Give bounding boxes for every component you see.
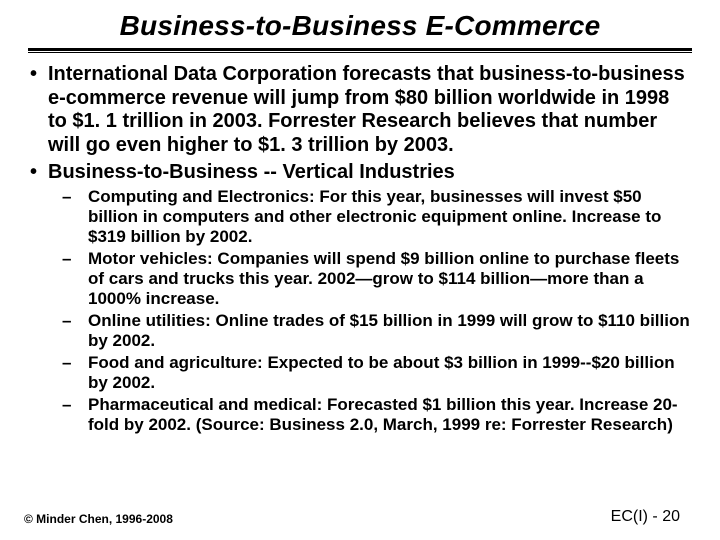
footer-copyright: © Minder Chen, 1996-2008 xyxy=(24,512,173,526)
footer-page-number: EC(I) - 20 xyxy=(611,508,680,526)
sub-bullet-item: Computing and Electronics: For this year… xyxy=(88,187,692,247)
sub-bullet-text: Computing and Electronics: For this year… xyxy=(88,187,661,246)
sub-bullet-item: Online utilities: Online trades of $15 b… xyxy=(88,311,692,351)
bullet-list: International Data Corporation forecasts… xyxy=(28,63,692,436)
bullet-item: Business-to-Business -- Vertical Industr… xyxy=(48,161,692,435)
sub-bullet-text: Food and agriculture: Expected to be abo… xyxy=(88,353,675,392)
sub-bullet-item: Food and agriculture: Expected to be abo… xyxy=(88,353,692,393)
sub-bullet-item: Pharmaceutical and medical: Forecasted $… xyxy=(88,395,692,435)
slide-title: Business-to-Business E-Commerce xyxy=(28,10,692,42)
bullet-text: Business-to-Business -- Vertical Industr… xyxy=(48,161,455,183)
slide: Business-to-Business E-Commerce Internat… xyxy=(0,0,720,540)
bullet-item: International Data Corporation forecasts… xyxy=(48,63,692,157)
sub-bullet-item: Motor vehicles: Companies will spend $9 … xyxy=(88,249,692,309)
sub-bullet-text: Online utilities: Online trades of $15 b… xyxy=(88,311,690,350)
title-underline xyxy=(28,48,692,53)
underline-thin xyxy=(28,52,692,53)
underline-thick xyxy=(28,48,692,51)
sub-bullet-text: Motor vehicles: Companies will spend $9 … xyxy=(88,249,679,308)
bullet-text: International Data Corporation forecasts… xyxy=(48,63,685,156)
sub-bullet-text: Pharmaceutical and medical: Forecasted $… xyxy=(88,395,678,434)
sub-bullet-list: Computing and Electronics: For this year… xyxy=(48,187,692,436)
